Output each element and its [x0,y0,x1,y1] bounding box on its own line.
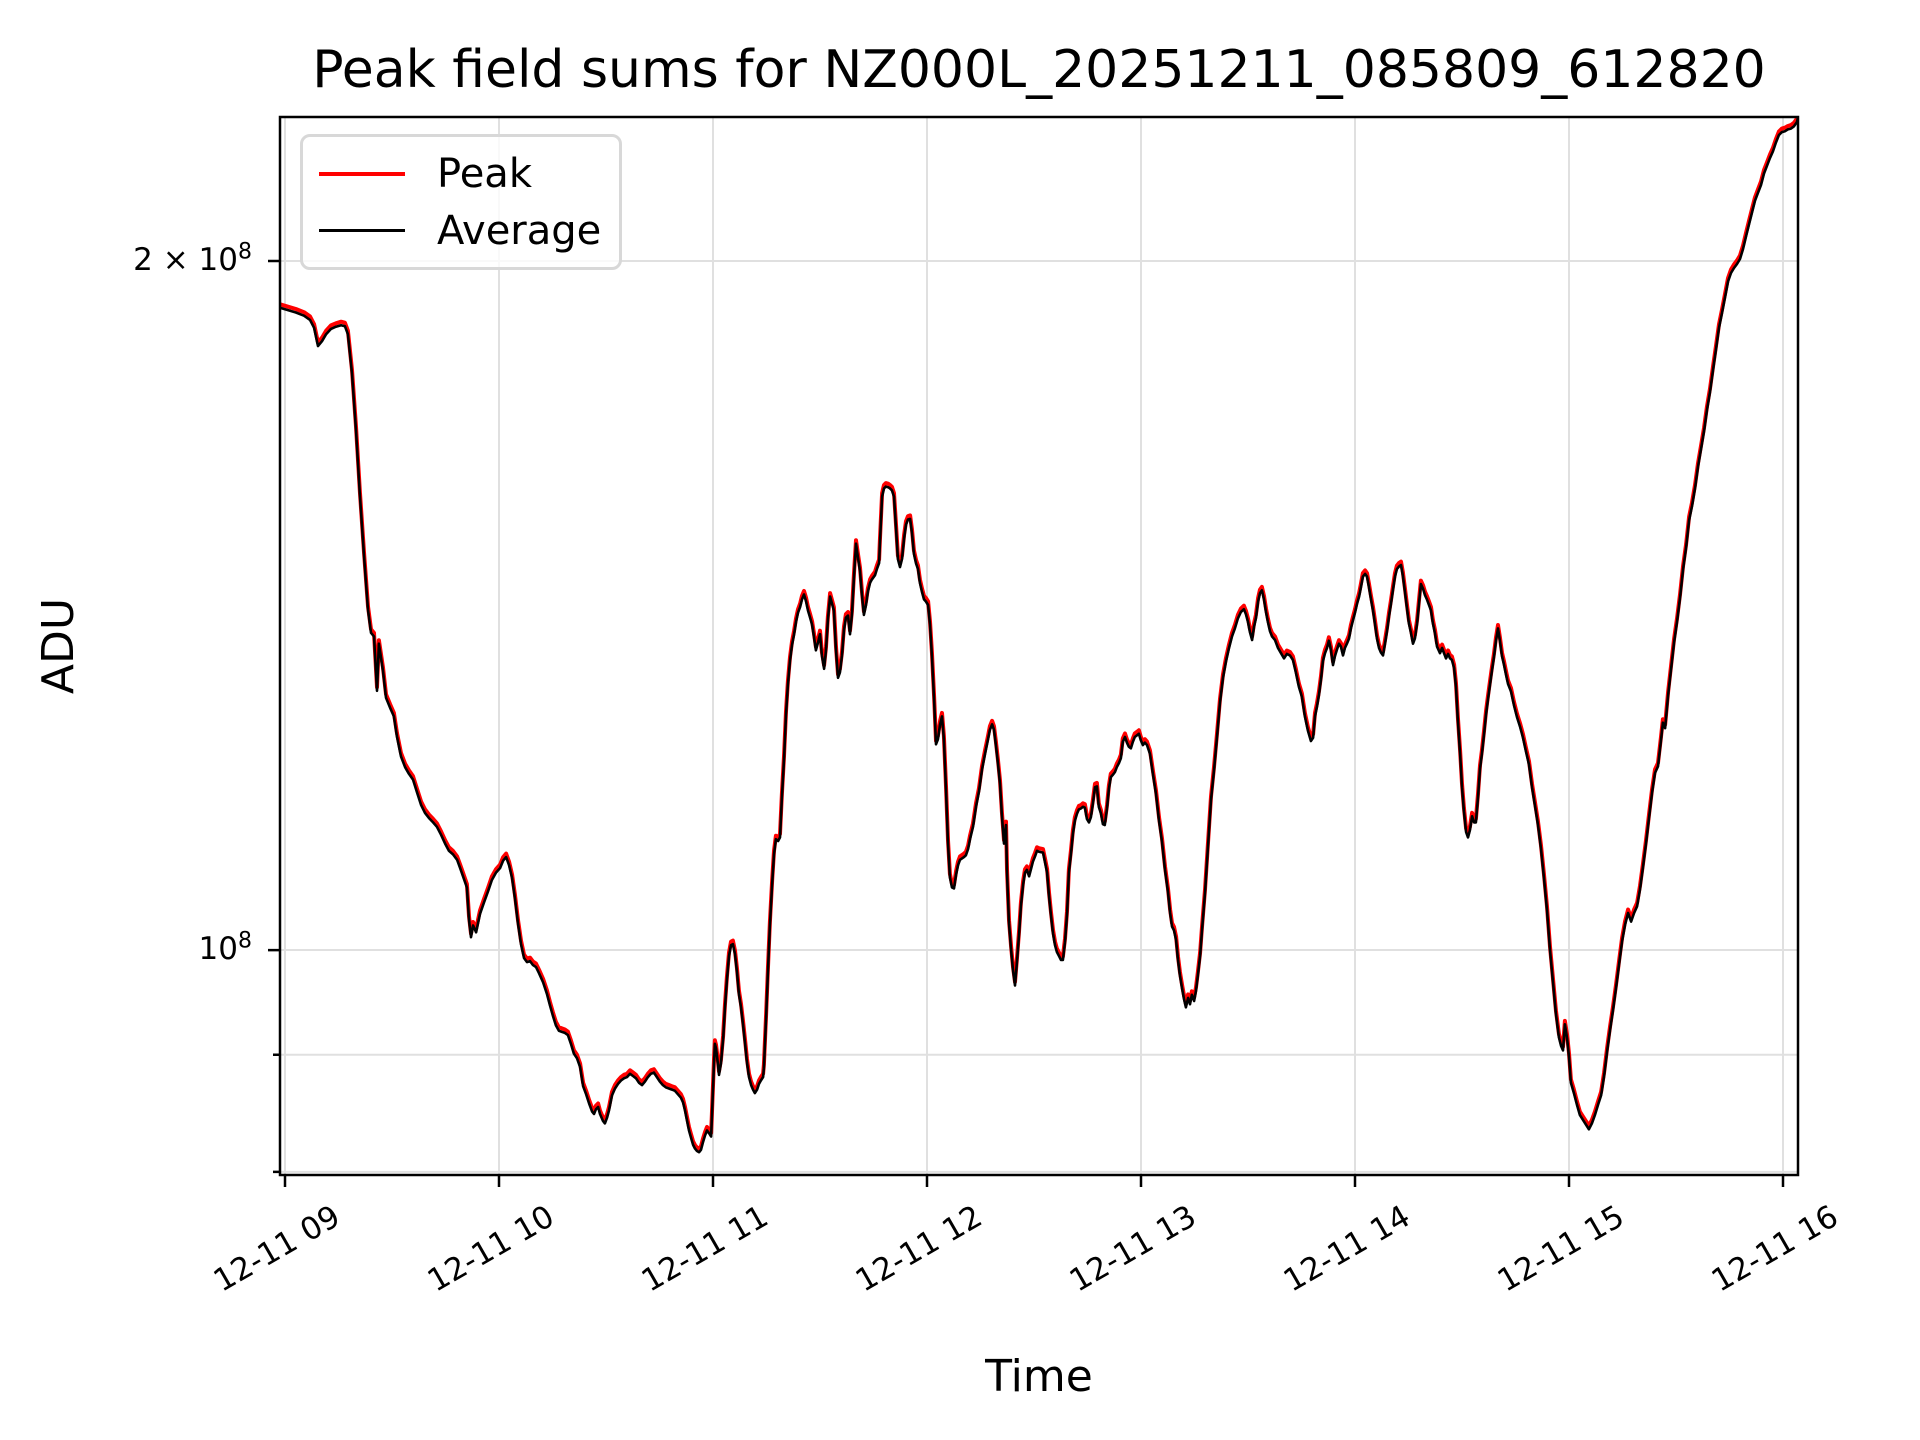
y-tick-label: 2 × 108 [133,239,252,278]
legend-item-average: Average [303,208,619,254]
average-line [280,117,1798,1154]
average-line-swatch [319,229,405,232]
peak-line-swatch [319,171,405,176]
chart-title: Peak field sums for NZ000L_20251211_0858… [312,40,1766,100]
x-axis-label: Time [985,1351,1093,1402]
axes-spines [278,115,1800,1177]
legend-label-peak: Peak [437,150,532,197]
legend: Peak Average [300,134,622,270]
y-tick-label: 108 [198,928,252,968]
legend-label-average: Average [437,207,602,254]
y-axis-label: ADU [33,597,84,695]
legend-item-peak: Peak [303,151,619,197]
tick-marks [268,259,1785,1187]
